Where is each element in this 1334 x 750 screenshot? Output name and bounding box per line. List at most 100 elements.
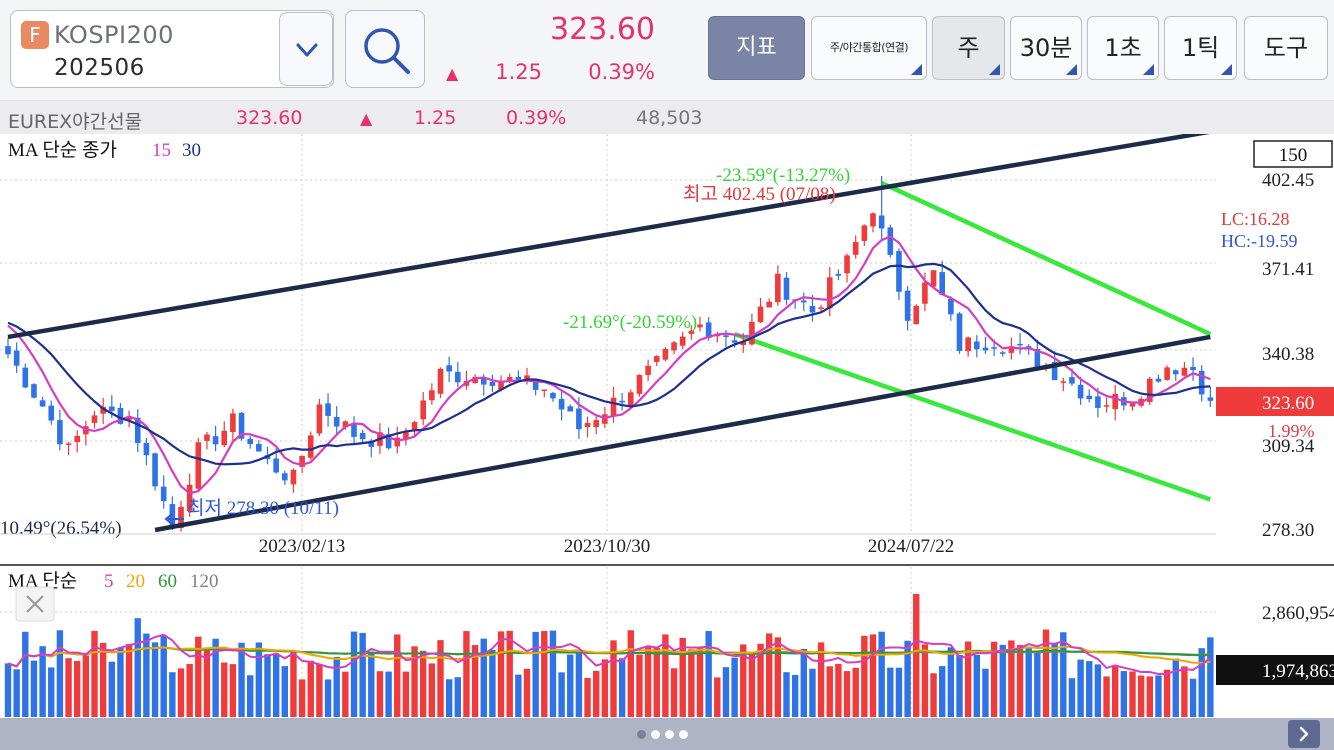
candle-body bbox=[567, 406, 574, 412]
volume-bar bbox=[247, 675, 254, 717]
volume-bar bbox=[454, 677, 461, 717]
candle-body bbox=[126, 416, 132, 420]
count-box[interactable] bbox=[1253, 140, 1333, 168]
candle-body bbox=[1190, 366, 1196, 371]
night-futures-price: 323.60 bbox=[236, 107, 303, 129]
green-upper-line[interactable] bbox=[880, 180, 1212, 337]
candle-body bbox=[576, 408, 582, 430]
volume-bar bbox=[428, 663, 436, 717]
current-price-tag-label: 323.60 bbox=[1262, 393, 1314, 414]
candle-body bbox=[671, 342, 677, 351]
close-icon[interactable] bbox=[15, 586, 55, 622]
price-grid bbox=[0, 134, 1216, 534]
volume-bar bbox=[229, 664, 237, 717]
volume-bar bbox=[186, 663, 193, 717]
volume-bar bbox=[1103, 676, 1110, 717]
page-dot-3[interactable] bbox=[665, 730, 674, 739]
volume-bar bbox=[143, 633, 150, 717]
volume-bars bbox=[4, 594, 1214, 717]
volume-bar bbox=[809, 668, 816, 717]
volume-bar bbox=[869, 634, 877, 717]
candle-body bbox=[801, 300, 807, 303]
green-trend-channel[interactable] bbox=[733, 180, 1212, 502]
night-futures-name: EUREX야간선물 bbox=[8, 111, 143, 133]
candle-body bbox=[749, 321, 755, 345]
candle-body bbox=[429, 390, 435, 401]
current-price: 323.60 bbox=[550, 12, 655, 47]
angle-annotation-mid: -21.69°(-20.59%) bbox=[563, 312, 697, 333]
tools-button[interactable]: 도구 bbox=[1244, 16, 1328, 80]
candle-body bbox=[515, 376, 522, 380]
page-dot-2[interactable] bbox=[651, 730, 660, 739]
channel-upper-line[interactable] bbox=[7, 134, 1211, 340]
candle-body bbox=[22, 367, 29, 388]
candle-body bbox=[74, 435, 80, 443]
price-change-pct: 0.39% bbox=[588, 60, 655, 84]
volume-bar bbox=[74, 660, 81, 717]
volume-bar bbox=[601, 659, 609, 717]
volume-chart[interactable]: MA 단순 5 20 60 120 2,860,954 1,974,863 bbox=[0, 567, 1334, 718]
y-label-3: 309.34 bbox=[1262, 436, 1315, 457]
session-label: 주/야간통합(연결) bbox=[829, 41, 909, 54]
volume-bar bbox=[1137, 675, 1145, 717]
candle-body bbox=[437, 368, 444, 394]
indicator-button[interactable]: 지표 bbox=[708, 16, 805, 80]
volume-bar bbox=[480, 638, 487, 717]
volume-bar bbox=[722, 667, 730, 717]
candle-body bbox=[524, 375, 530, 379]
high-annotation: 최고 402.45 (07/08) bbox=[683, 183, 836, 205]
volume-bar bbox=[1163, 669, 1171, 717]
price-chart[interactable]: MA 단순 종가 15 30 -23.59°(-13.27%) 최고 402.4… bbox=[0, 134, 1334, 567]
period-30min-button[interactable]: 30분 bbox=[1010, 16, 1082, 80]
candle-body bbox=[982, 347, 989, 351]
page-dot-1[interactable] bbox=[637, 730, 646, 739]
period-1sec-button[interactable]: 1초 bbox=[1087, 16, 1159, 80]
period-1tick-button[interactable]: 1틱 bbox=[1164, 16, 1237, 80]
candle-body bbox=[826, 277, 833, 309]
candle-body bbox=[870, 213, 876, 227]
corner-triangle-icon bbox=[1143, 64, 1154, 75]
page-dot-4[interactable] bbox=[679, 730, 688, 739]
candle-body bbox=[420, 400, 426, 420]
volume-bar bbox=[757, 643, 764, 717]
volume-bar bbox=[878, 631, 885, 717]
candle-body bbox=[922, 282, 928, 304]
trend-channel[interactable] bbox=[7, 134, 1211, 533]
volume-bar bbox=[1189, 678, 1197, 717]
candle-body bbox=[152, 453, 158, 487]
volume-bar bbox=[324, 679, 332, 717]
chevron-down-icon bbox=[296, 43, 318, 57]
candle-body bbox=[480, 378, 487, 385]
next-page-button[interactable] bbox=[1288, 720, 1320, 748]
symbol-name: KOSPI200 bbox=[54, 21, 174, 49]
candle-body bbox=[956, 313, 963, 351]
volume-bar bbox=[255, 642, 263, 717]
volume-bar bbox=[1051, 642, 1058, 717]
candle-body bbox=[1051, 361, 1058, 381]
candle-body bbox=[178, 506, 184, 528]
volume-bar bbox=[714, 677, 721, 717]
symbol-dropdown-button[interactable] bbox=[279, 12, 333, 86]
green-lower-line[interactable] bbox=[733, 331, 1212, 502]
candle-body bbox=[351, 424, 357, 437]
search-button[interactable] bbox=[345, 10, 425, 88]
candle-body bbox=[818, 307, 824, 309]
volume-bar bbox=[471, 645, 479, 717]
period-weekly-button[interactable]: 주 bbox=[932, 16, 1005, 80]
session-button[interactable]: 주/야간통합(연결) bbox=[811, 16, 927, 80]
price-change: 1.25 bbox=[495, 60, 542, 84]
volume-bar bbox=[956, 654, 963, 717]
channel-lower-line[interactable] bbox=[154, 334, 1211, 533]
volume-bar bbox=[584, 677, 591, 717]
candle-body bbox=[896, 251, 902, 292]
candle-body bbox=[965, 337, 971, 352]
candle-body bbox=[653, 356, 660, 362]
vol-ma5-line bbox=[7, 633, 1211, 676]
volume-bar bbox=[835, 663, 842, 717]
candle-body bbox=[619, 400, 625, 403]
candle-body bbox=[550, 392, 556, 399]
candle-body bbox=[48, 405, 55, 421]
volume-bar bbox=[489, 649, 496, 717]
candle-body bbox=[204, 434, 210, 441]
volume-bar bbox=[800, 648, 807, 717]
